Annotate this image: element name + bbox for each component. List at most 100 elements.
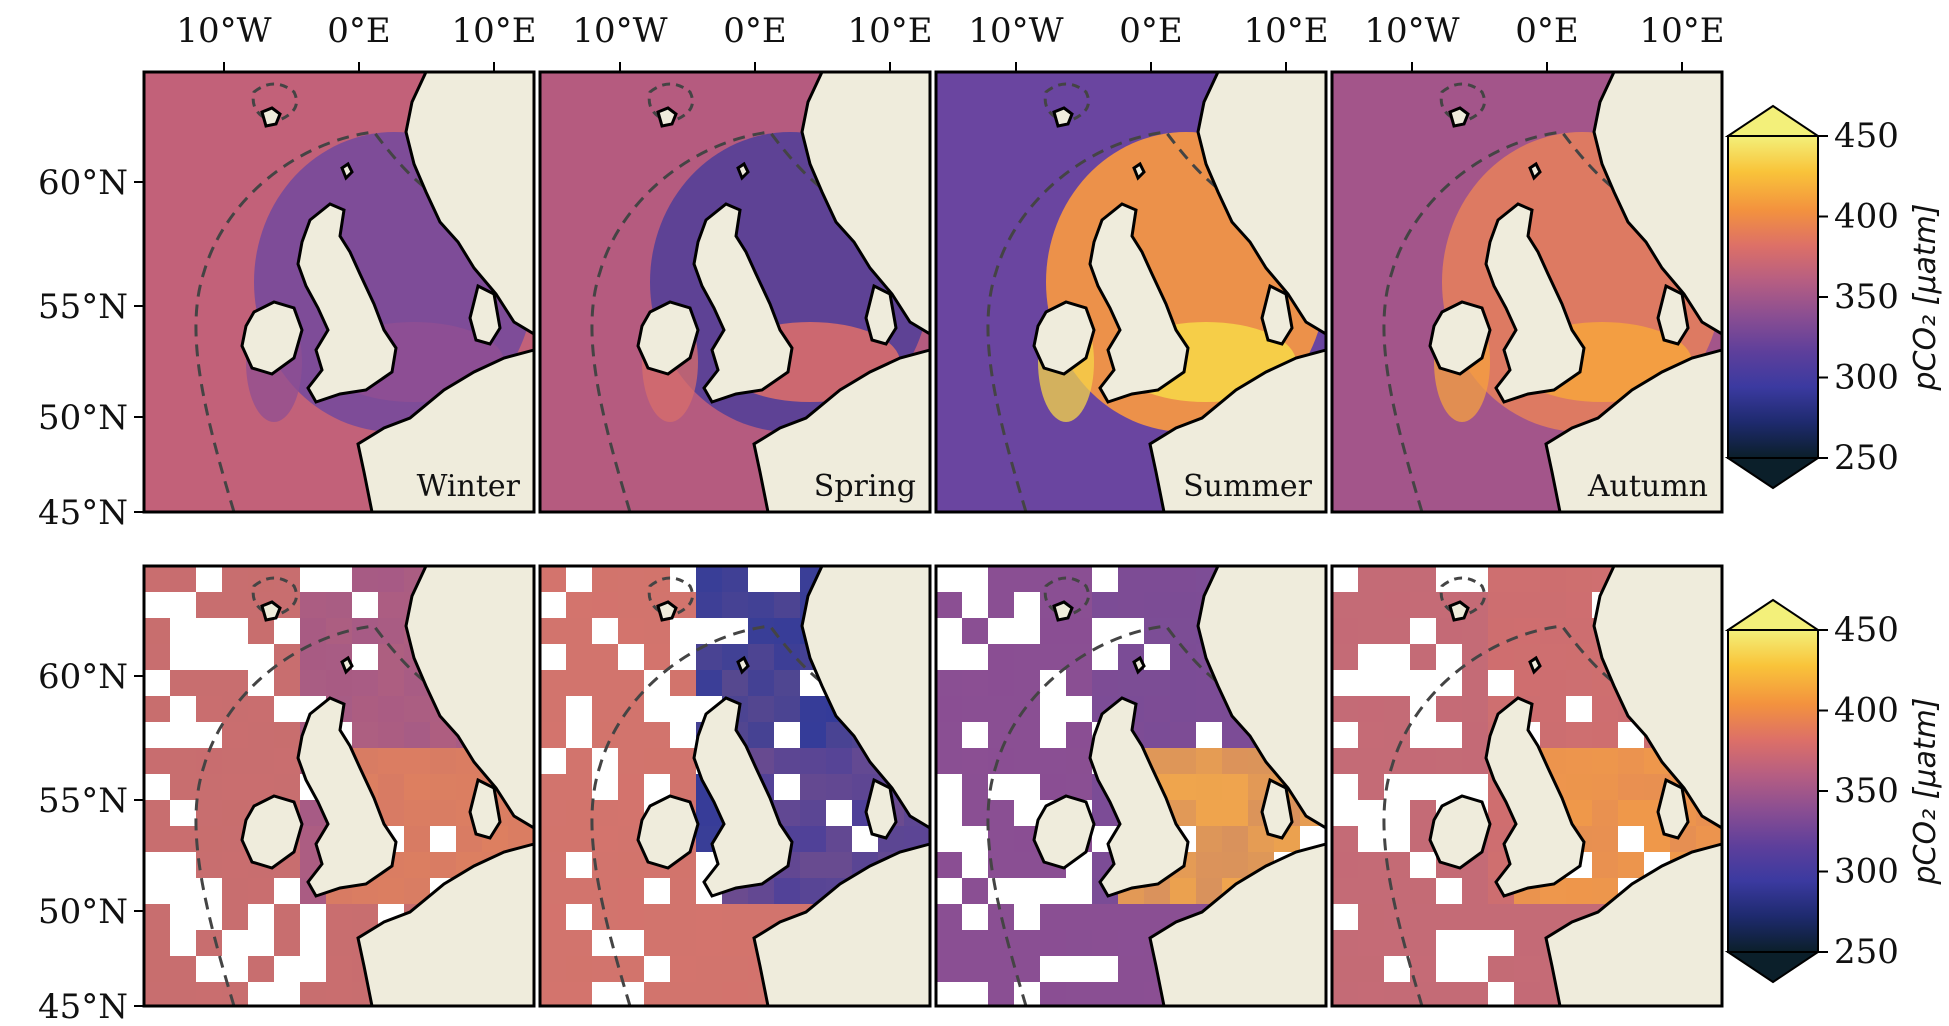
grid-cell	[1410, 696, 1436, 722]
grid-cell	[1358, 800, 1384, 826]
grid-cell	[988, 696, 1014, 722]
grid-cell	[300, 566, 326, 592]
grid-cell	[936, 748, 962, 774]
grid-cell	[1384, 748, 1410, 774]
grid-cell	[144, 774, 170, 800]
grid-cell	[644, 878, 670, 904]
shelf-contour-faroe	[1439, 576, 1486, 618]
grid-cell	[592, 748, 618, 774]
grid-cell	[540, 592, 566, 618]
grid-cell	[670, 930, 696, 956]
lat-tick-label: 55°N	[38, 287, 128, 327]
grid-cell	[1618, 852, 1644, 878]
grid-cell	[1014, 878, 1040, 904]
grid-cell	[196, 618, 222, 644]
grid-cell	[1462, 696, 1488, 722]
grid-cell	[1170, 774, 1196, 800]
grid-cell	[1514, 904, 1540, 930]
grid-cell	[144, 956, 170, 982]
grid-cell	[988, 904, 1014, 930]
grid-cell	[352, 592, 378, 618]
grid-cell	[248, 748, 274, 774]
grid-cell	[722, 904, 748, 930]
grid-cell	[1040, 878, 1066, 904]
grid-cell	[1144, 592, 1170, 618]
map-panel-top-autumn: Autumn 10°W 0°E 10°E	[1330, 11, 1725, 514]
grid-cell	[430, 748, 456, 774]
colorbar-extend-min	[1724, 951, 1822, 984]
grid-cell	[1358, 722, 1384, 748]
grid-cell	[670, 722, 696, 748]
colorbar-top: 450 400 350 300 250 pCO₂ [μatm]	[1724, 104, 1943, 490]
grid-cell	[1410, 774, 1436, 800]
grid-cell	[1332, 566, 1358, 592]
grid-cell	[352, 618, 378, 644]
grid-cell	[1014, 566, 1040, 592]
grid-cell	[774, 878, 800, 904]
grid-cell	[352, 670, 378, 696]
grid-cell	[540, 852, 566, 878]
grid-cell	[378, 566, 404, 592]
grid-cell	[1066, 618, 1092, 644]
grid-cell	[1170, 878, 1196, 904]
lon-tick-label: 10°E	[1243, 11, 1328, 51]
grid-cell	[618, 618, 644, 644]
grid-cell	[1066, 878, 1092, 904]
grid-cell	[1436, 670, 1462, 696]
grid-cell	[1092, 904, 1118, 930]
lon-tick-label: 10°E	[847, 11, 932, 51]
grid-cell	[592, 644, 618, 670]
colorbar-tick-label: 300	[1834, 358, 1899, 398]
grid-cell	[1384, 930, 1410, 956]
grid-cell	[326, 670, 352, 696]
grid-cell	[1384, 670, 1410, 696]
grid-cell	[722, 930, 748, 956]
grid-cell	[1566, 618, 1592, 644]
grid-cell	[644, 904, 670, 930]
colorbar-bottom: 450 400 350 300 250 pCO₂ [μatm]	[1724, 598, 1943, 984]
colorbar-label: pCO₂ [μatm]	[1908, 697, 1943, 885]
grid-cell	[1332, 878, 1358, 904]
grid-cell	[618, 982, 644, 1006]
grid-cell	[1384, 644, 1410, 670]
lon-tick-label: 10°W	[572, 11, 667, 51]
grid-cell	[1196, 722, 1222, 748]
grid-cell	[1014, 852, 1040, 878]
colorbar-extend-min	[1724, 457, 1822, 490]
grid-cell	[1118, 566, 1144, 592]
grid-cell	[618, 800, 644, 826]
grid-cell	[170, 748, 196, 774]
grid-cell	[592, 696, 618, 722]
grid-cell	[352, 566, 378, 592]
grid-cell	[936, 930, 962, 956]
grid-cell	[936, 592, 962, 618]
grid-cell	[1358, 982, 1384, 1006]
grid-cell	[592, 930, 618, 956]
grid-cell	[644, 722, 670, 748]
grid-cell	[988, 982, 1014, 1006]
grid-cell	[618, 670, 644, 696]
grid-cell	[936, 566, 962, 592]
grid-cell	[1092, 670, 1118, 696]
grid-cell	[696, 904, 722, 930]
grid-cell	[1592, 748, 1618, 774]
grid-cell	[722, 566, 748, 592]
colorbar-tick-label: 350	[1834, 771, 1899, 811]
grid-cell	[1410, 592, 1436, 618]
grid-cell	[248, 644, 274, 670]
grid-cell	[988, 748, 1014, 774]
grid-cell	[1514, 982, 1540, 1006]
grid-cell	[1436, 878, 1462, 904]
panel-frame	[142, 564, 536, 1008]
grid-cell	[1436, 930, 1462, 956]
grid-cell	[222, 670, 248, 696]
grid-cell	[144, 592, 170, 618]
grid-cell	[566, 644, 592, 670]
grid-cell	[566, 878, 592, 904]
panel-frame	[142, 70, 536, 514]
grid-cell	[1014, 644, 1040, 670]
grid-cell	[170, 930, 196, 956]
grid-cell	[670, 904, 696, 930]
grid-cell	[222, 930, 248, 956]
grid-cell	[144, 826, 170, 852]
